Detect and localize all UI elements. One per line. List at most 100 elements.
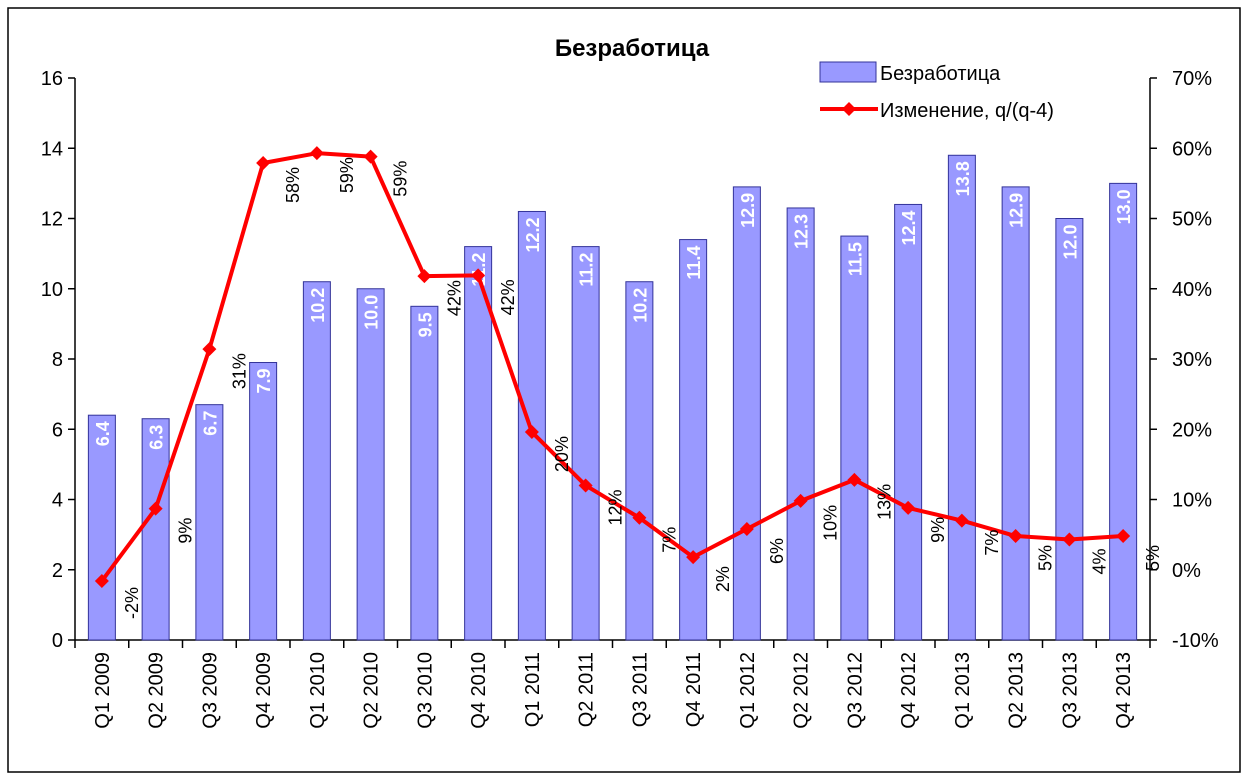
y-tick-label: 10	[41, 279, 63, 301]
line-label: 59%	[337, 157, 357, 193]
x-tick-label: Q4 2012	[898, 652, 920, 729]
line-label: 42%	[444, 280, 464, 316]
line-marker	[309, 146, 324, 161]
x-tick-label: Q1 2009	[92, 652, 114, 729]
line-marker	[256, 156, 271, 171]
y-tick-label: 2	[52, 560, 63, 582]
y-tick-label: 8	[52, 349, 63, 371]
legend-marker	[842, 102, 856, 116]
y-tick-label: 16	[41, 68, 63, 90]
y-tick-label: 0	[52, 630, 63, 652]
legend-swatch	[819, 61, 877, 83]
line-marker	[686, 550, 701, 565]
line-marker	[1062, 532, 1077, 547]
line-marker	[417, 269, 432, 284]
bar-label: 6.4	[93, 421, 113, 446]
bar	[356, 288, 385, 641]
bar-label: 11.4	[684, 246, 704, 280]
x-tick-label: Q4 2013	[1113, 652, 1135, 729]
bar-label: 10.0	[362, 295, 382, 330]
y2-tick-label: 0%	[1172, 560, 1201, 582]
y-tick-label: 4	[52, 490, 63, 512]
line-marker	[954, 513, 969, 528]
bar	[1001, 186, 1030, 641]
x-tick-label: Q1 2010	[307, 652, 329, 729]
line-label: 31%	[229, 353, 249, 389]
line-label: 20%	[552, 436, 572, 472]
x-tick-label: Q4 2010	[468, 652, 490, 729]
x-tick-label: Q2 2011	[576, 652, 598, 727]
line-label: 9%	[928, 517, 948, 543]
x-tick-label: Q2 2010	[361, 652, 383, 729]
bar-label: 9.5	[415, 312, 435, 337]
y2-tick-label: 50%	[1172, 209, 1212, 231]
line-label: 7%	[659, 527, 679, 553]
line-label: 6%	[767, 538, 787, 564]
line-label: 5%	[1036, 545, 1056, 571]
bar	[786, 207, 815, 641]
y-tick-label: 14	[41, 138, 63, 160]
bar	[141, 418, 170, 641]
bar-label: 12.9	[738, 193, 758, 228]
line-label: 13%	[874, 484, 894, 520]
line-marker	[739, 522, 754, 537]
x-tick-label: Q4 2011	[683, 652, 705, 727]
bar	[947, 154, 976, 641]
legend-label: Изменение, q/(q-4)	[880, 100, 1054, 122]
line-marker	[148, 501, 163, 516]
line-label: 4%	[1089, 549, 1109, 575]
chart-frame	[7, 7, 1241, 773]
line-label: 12%	[606, 489, 626, 525]
y2-tick-label: 60%	[1172, 138, 1212, 160]
line-marker	[524, 425, 539, 440]
line-marker	[363, 149, 378, 164]
bar-label: 13.8	[953, 161, 973, 196]
bar-label: 7.9	[254, 369, 274, 394]
x-tick-label: Q1 2013	[952, 652, 974, 729]
x-tick-label: Q1 2012	[737, 652, 759, 729]
line-label: 10%	[821, 505, 841, 541]
line-label: 7%	[982, 530, 1002, 556]
line-marker	[471, 268, 486, 283]
bar	[679, 239, 708, 641]
line-label: 2%	[713, 566, 733, 592]
bar	[840, 235, 869, 641]
y2-tick-label: 10%	[1172, 490, 1212, 512]
bar-label: 12.0	[1060, 225, 1080, 260]
bar-label: 11.5	[845, 242, 865, 276]
line-label: 58%	[283, 167, 303, 203]
chart-title: Безработица	[555, 35, 710, 62]
bar-label: 6.7	[200, 411, 220, 436]
bar	[87, 414, 116, 641]
bar	[625, 281, 654, 641]
line-label: -2%	[122, 587, 142, 619]
y2-tick-label: 20%	[1172, 419, 1212, 441]
x-tick-label: Q3 2012	[844, 652, 866, 729]
bar-label: 6.3	[147, 425, 167, 450]
x-tick-label: Q2 2012	[791, 652, 813, 729]
line-marker	[847, 472, 862, 487]
line-label: 42%	[498, 279, 518, 315]
y2-tick-label: -10%	[1172, 630, 1219, 652]
y-tick-label: 12	[41, 209, 63, 231]
bar	[410, 305, 439, 641]
bar	[1109, 182, 1138, 641]
y2-tick-label: 30%	[1172, 349, 1212, 371]
bar-label: 10.2	[308, 288, 328, 323]
x-tick-label: Q1 2011	[522, 652, 544, 727]
line-marker	[901, 500, 916, 515]
line-marker	[94, 573, 109, 588]
bar	[1055, 218, 1084, 641]
legend-label: Безработица	[880, 63, 1001, 85]
bar	[195, 404, 224, 641]
x-tick-label: Q2 2009	[146, 652, 168, 729]
bar	[464, 246, 493, 641]
line-marker	[1116, 529, 1131, 544]
bar	[249, 362, 278, 641]
line-label: 59%	[391, 161, 411, 197]
bar-label: 10.2	[630, 288, 650, 323]
bar	[894, 203, 923, 641]
bar-label: 12.3	[792, 214, 812, 249]
line-label: 5%	[1143, 545, 1163, 571]
